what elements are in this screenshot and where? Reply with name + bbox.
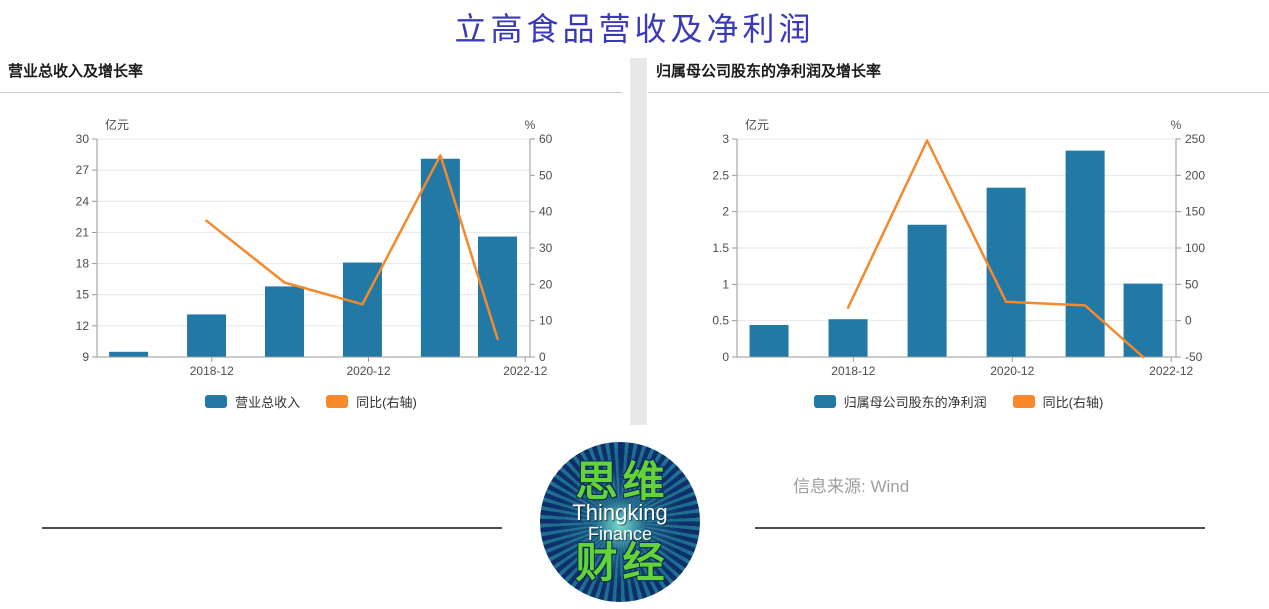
- bar-legend-swatch-icon: [813, 395, 836, 408]
- bar-legend-entry: 归属母公司股东的净利润: [813, 392, 987, 411]
- x-tick-label: 2020-12: [346, 364, 390, 378]
- right-tick-label: 30: [539, 241, 553, 255]
- x-tick-label: 2018-12: [190, 364, 234, 378]
- left-axis-unit-label: 亿元: [105, 117, 129, 132]
- bar: [109, 351, 149, 357]
- bar-series: [109, 158, 518, 357]
- right-tick-label: 40: [539, 205, 553, 219]
- left-tick-label: 18: [76, 257, 90, 271]
- bar-legend-label: 归属母公司股东的净利润: [843, 395, 987, 410]
- left-tick-label: 1: [722, 277, 729, 291]
- growth-line: [205, 154, 499, 341]
- line-legend-label: 同比(右轴): [1042, 395, 1104, 410]
- left-tick-label: 3: [722, 132, 729, 146]
- right-axis-unit-label: %: [525, 118, 536, 132]
- right-tick-label: 100: [1185, 241, 1205, 255]
- left-tick-label: 21: [76, 225, 90, 239]
- left-tick-label: 12: [76, 319, 90, 333]
- left-tick-label: 27: [76, 163, 90, 177]
- revenue-panel-rule: [0, 92, 622, 93]
- line-legend-swatch-icon: [326, 395, 349, 408]
- revenue-panel-title: 营业总收入及增长率: [8, 63, 144, 80]
- bar: [907, 224, 947, 357]
- left-tick-label: 24: [76, 194, 90, 208]
- page-title: 立高食品营收及净利润: [454, 11, 815, 47]
- thinking-finance-logo: 思维 Thingking Finance 财经: [540, 442, 700, 602]
- left-axis-unit-label: 亿元: [745, 117, 769, 132]
- right-tick-label: 20: [539, 277, 553, 291]
- revenue-panel: 营业总收入及增长率 9 12 15 18 21 24 27 30 0 10 20 30 40 50 60 亿元…: [0, 55, 622, 427]
- left-tick-label: 2: [722, 205, 729, 219]
- left-tick-label: 2.5: [712, 168, 729, 182]
- x-tick-label: 2022-12: [503, 364, 547, 378]
- source-note: 信息来源: Wind: [793, 477, 910, 496]
- right-tick-label: 60: [539, 132, 553, 146]
- footer-rule-left: [42, 527, 502, 529]
- right-tick-label: 250: [1185, 132, 1205, 146]
- left-tick-label: 1.5: [712, 241, 729, 255]
- axes: 0 0.5 1 1.5 2 2.5 3 -50 0 50 100 150 200 250 亿元 % 2018-1…: [712, 117, 1205, 378]
- x-tick-label: 2020-12: [990, 364, 1034, 378]
- profit-chart-legend: 归属母公司股东的净利润 同比(右轴): [648, 392, 1269, 411]
- bar: [749, 325, 789, 357]
- revenue-chart-area: 9 12 15 18 21 24 27 30 0 10 20 30 40 50 60 亿元% 2018-12 20…: [0, 95, 622, 427]
- logo-brand-line1: Thingking: [572, 500, 668, 526]
- bar: [1065, 150, 1105, 357]
- profit-chart-svg: 0 0.5 1 1.5 2 2.5 3 -50 0 50 100 150 200 250 亿元 % 2018-1…: [712, 117, 1205, 378]
- line-legend-entry: 同比(右轴): [1012, 392, 1104, 411]
- right-tick-label: 10: [539, 314, 553, 328]
- profit-panel-title: 归属母公司股东的净利润及增长率: [656, 63, 882, 80]
- bar: [986, 187, 1026, 357]
- gridlines: [737, 138, 1176, 322]
- right-tick-label: 200: [1185, 168, 1205, 182]
- gridlines: [97, 138, 530, 327]
- bar: [264, 286, 304, 357]
- right-axis-unit-label: %: [1171, 118, 1182, 132]
- right-tick-label: 50: [539, 168, 553, 182]
- right-tick-label: 50: [1185, 277, 1199, 291]
- logo-brand-line2: Finance: [587, 523, 653, 544]
- bar: [828, 319, 868, 357]
- right-tick-label: -50: [1185, 350, 1203, 364]
- profit-chart-area: 0 0.5 1 1.5 2 2.5 3 -50 0 50 100 150 200 250 亿元% 2018-1…: [648, 95, 1269, 427]
- growth-line: [846, 139, 1145, 359]
- logo-bottom-text: 财经: [575, 537, 670, 587]
- revenue-chart-svg: 9 12 15 18 21 24 27 30 0 10 20 30 40 50 60 亿元 % 2018-12 20…: [76, 117, 553, 378]
- right-tick-label: 0: [539, 350, 546, 364]
- bar-legend-entry: 营业总收入: [205, 392, 300, 411]
- bar-series: [749, 150, 1163, 357]
- x-tick-label: 2018-12: [831, 364, 875, 378]
- right-tick-label: 0: [1185, 314, 1192, 328]
- bar-legend-swatch-icon: [205, 395, 228, 408]
- right-tick-label: 150: [1185, 205, 1205, 219]
- footer-rule-right: [755, 527, 1205, 529]
- panel-divider: [630, 58, 647, 425]
- left-tick-label: 30: [76, 132, 90, 146]
- left-tick-label: 0: [722, 350, 729, 364]
- profit-panel: 归属母公司股东的净利润及增长率 0 0.5 1 1.5 2 2.5 3 -50 0 50 100 15…: [648, 55, 1269, 427]
- logo-top-text: 思维: [575, 456, 670, 506]
- left-tick-label: 15: [76, 288, 90, 302]
- left-tick-label: 9: [82, 350, 89, 364]
- line-legend-label: 同比(右轴): [356, 395, 417, 410]
- axes: 9 12 15 18 21 24 27 30 0 10 20 30 40 50 60 亿元 % 2018-12 20…: [76, 117, 553, 378]
- bar: [420, 158, 460, 357]
- left-tick-label: 0.5: [712, 314, 729, 328]
- bar-legend-label: 营业总收入: [235, 395, 301, 410]
- line-legend-entry: 同比(右轴): [326, 392, 417, 411]
- profit-panel-rule: [648, 92, 1269, 93]
- revenue-chart-legend: 营业总收入 同比(右轴): [0, 392, 622, 411]
- x-tick-label: 2022-12: [1149, 364, 1193, 378]
- line-legend-swatch-icon: [1012, 395, 1035, 408]
- bar: [187, 314, 227, 357]
